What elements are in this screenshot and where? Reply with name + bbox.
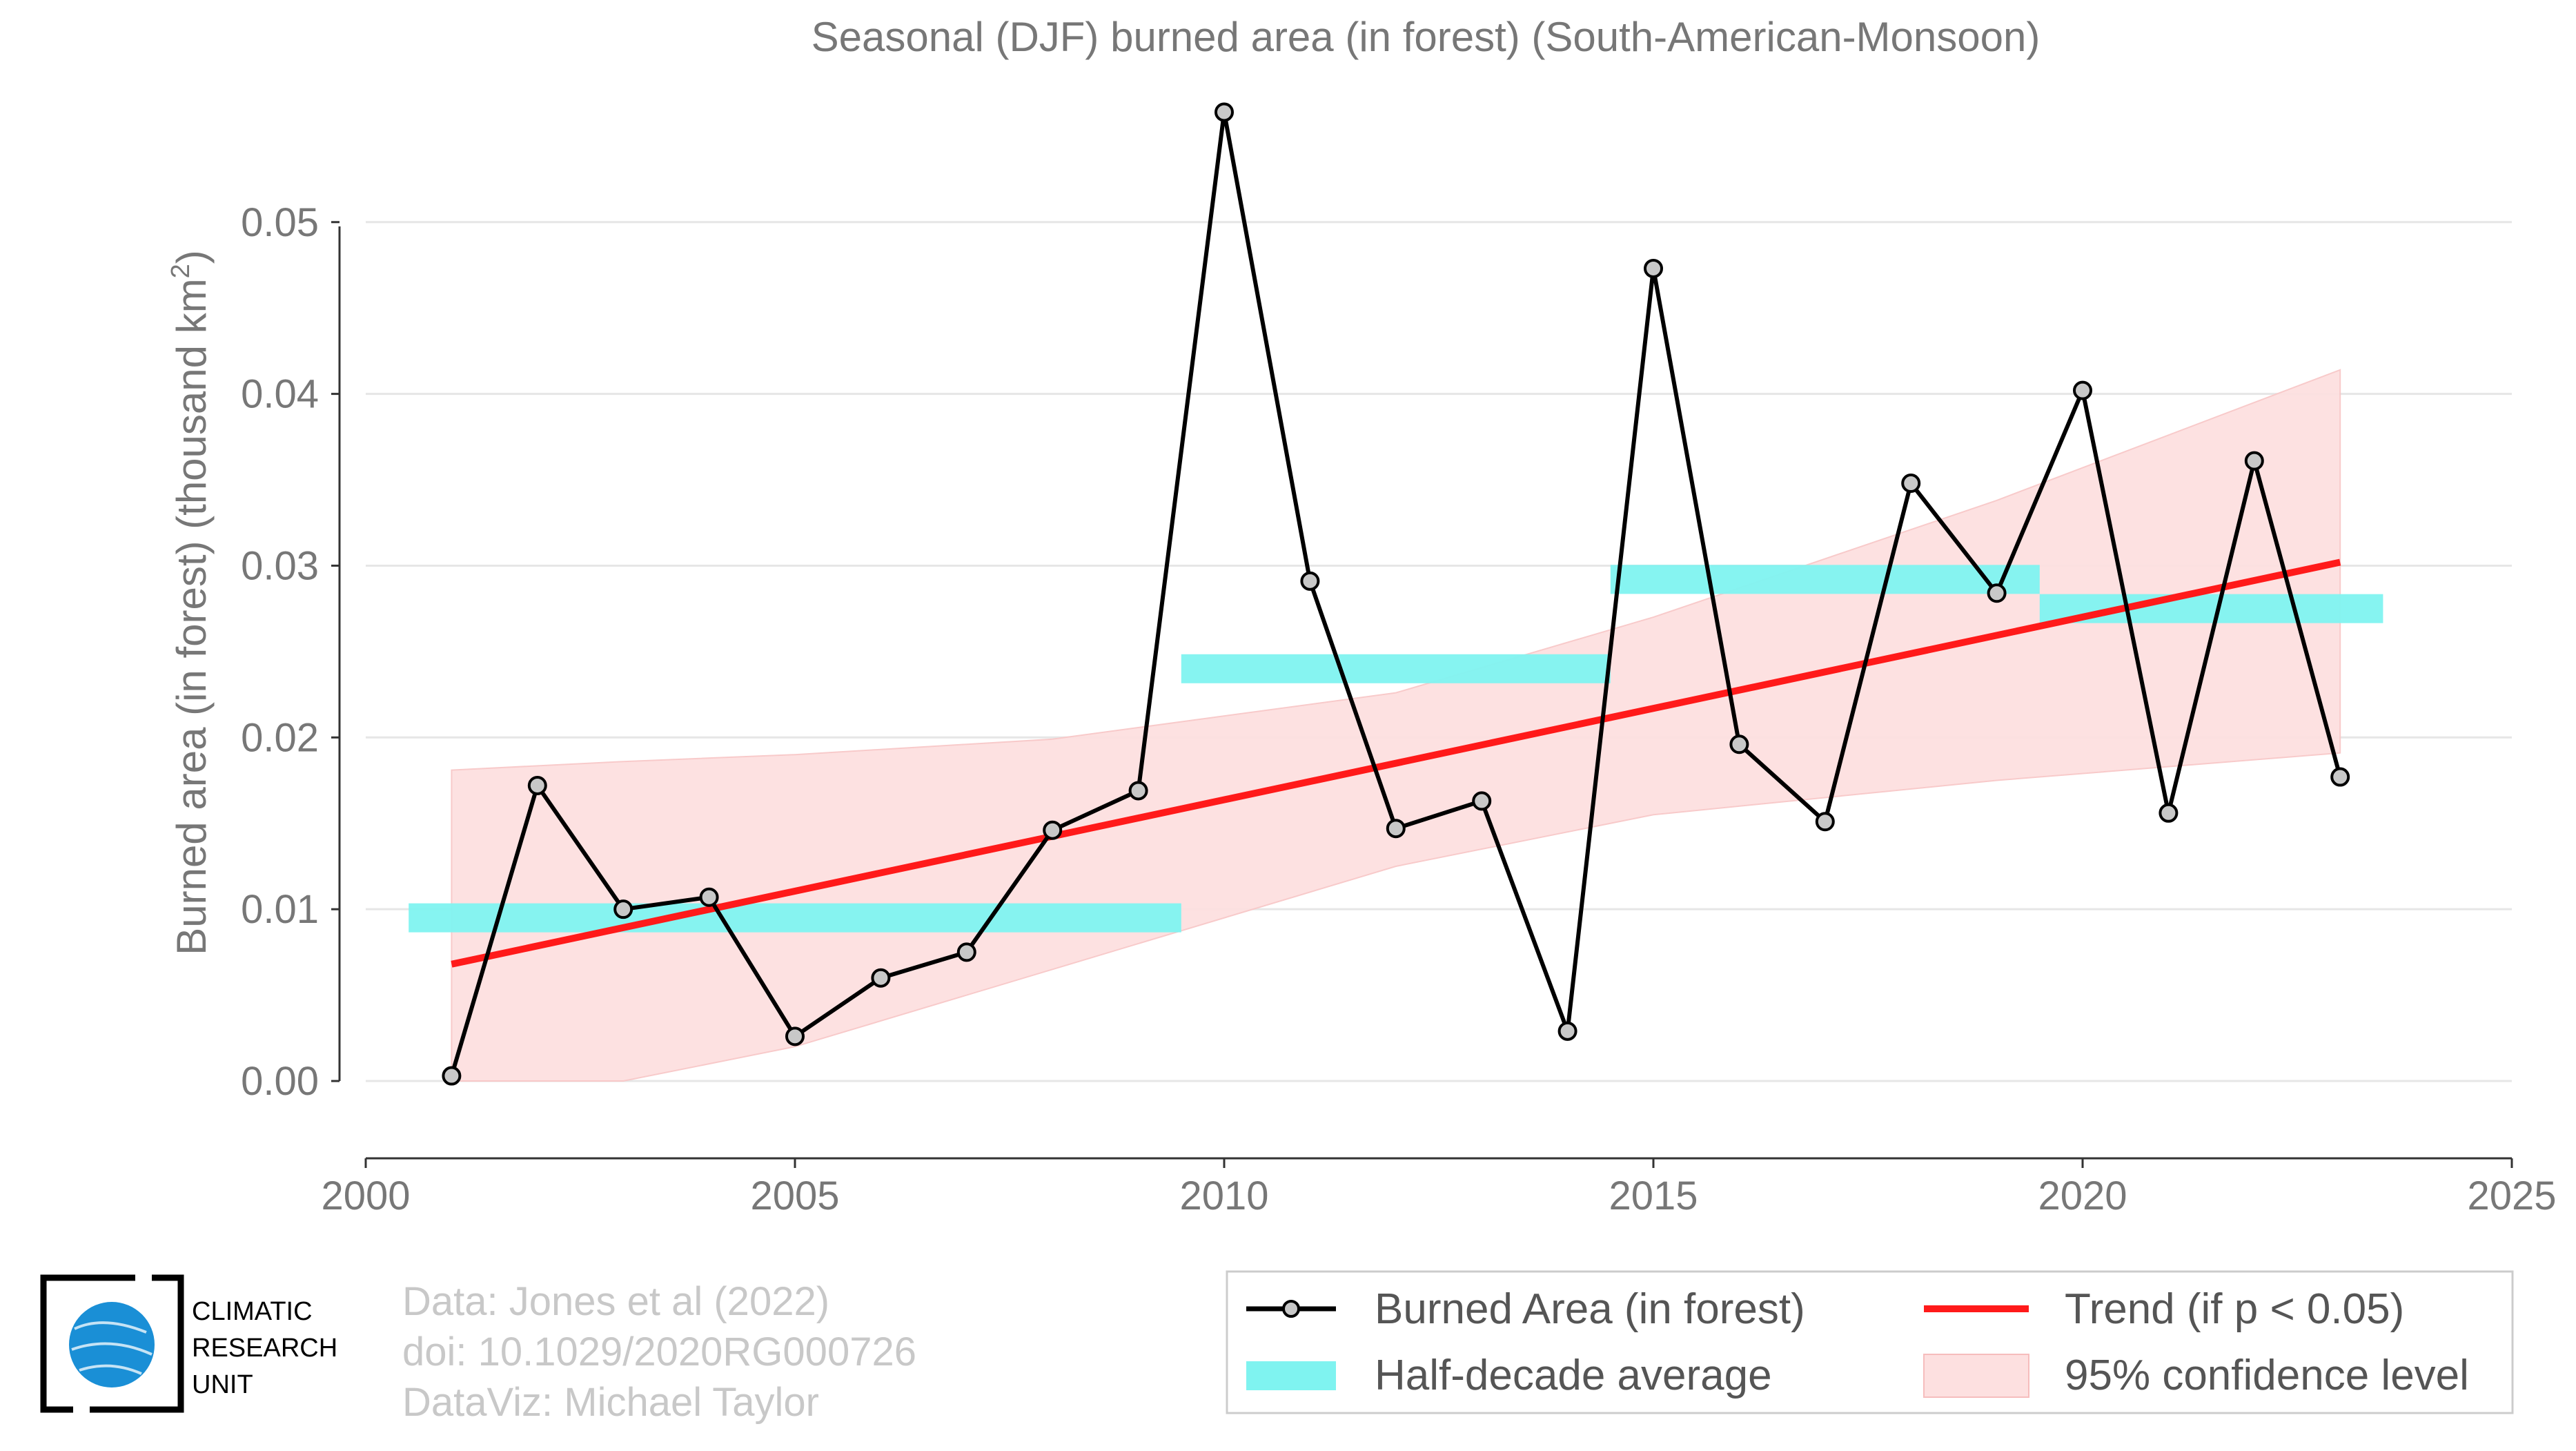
x-tick-label: 2000 <box>321 1174 410 1218</box>
x-tick-label: 2025 <box>2467 1174 2556 1218</box>
half-decade-bars <box>409 565 2383 933</box>
legend-label-burned-area: Burned Area (in forest) <box>1375 1285 1805 1333</box>
logo-bracket-left <box>40 1274 135 1413</box>
half-decade-bar <box>409 903 1181 933</box>
data-point <box>871 968 891 988</box>
credit-doi: doi: 10.1029/2020RG000726 <box>402 1330 916 1374</box>
data-point <box>2330 767 2350 787</box>
data-point <box>2244 451 2264 471</box>
x-tick-label: 2005 <box>750 1174 839 1218</box>
y-ticks: 0.00 0.01 0.02 0.03 0.04 0.05 <box>241 200 340 1104</box>
data-point <box>699 887 719 907</box>
half-decade-bar <box>1181 654 1611 683</box>
y-axis-label-main: Burned area (in forest) (thousand km <box>168 278 215 955</box>
credit-data: Data: Jones et al (2022) <box>402 1279 829 1324</box>
y-tick-label: 0.00 <box>241 1059 319 1104</box>
legend-swatch-half-decade <box>1246 1361 1336 1390</box>
chart-title: Seasonal (DJF) burned area (in forest) (… <box>812 14 2041 60</box>
half-decade-bar <box>2039 594 2383 623</box>
y-axis-label-end: ) <box>168 250 215 264</box>
globe-swirl <box>71 1321 153 1375</box>
logo-bracket-right <box>90 1274 184 1413</box>
y-tick-label: 0.01 <box>241 887 319 932</box>
legend-label-trend: Trend (if p < 0.05) <box>2065 1285 2404 1333</box>
cru-logo: CLIMATIC RESEARCH UNIT <box>40 1274 337 1413</box>
legend-swatch-confidence <box>1923 1354 2029 1398</box>
credit-dataviz: DataViz: Michael Taylor <box>402 1380 819 1425</box>
y-tick-label: 0.02 <box>241 715 319 760</box>
data-point <box>1557 1021 1577 1041</box>
data-point <box>1128 781 1148 801</box>
x-tick-label: 2015 <box>1609 1174 1698 1218</box>
data-point <box>1729 734 1749 754</box>
data-point <box>527 775 547 795</box>
data-point <box>1644 258 1663 278</box>
legend-label-confidence: 95% confidence level <box>2065 1352 2469 1399</box>
data-point <box>2073 380 2092 400</box>
legend-frame <box>1226 1270 2514 1414</box>
data-point <box>1815 812 1835 832</box>
logo-text-line2: RESEARCH <box>192 1334 337 1363</box>
data-point <box>1987 583 2007 603</box>
y-axis-label-sup: 2 <box>166 264 195 278</box>
y-tick-label: 0.04 <box>241 372 319 417</box>
data-point <box>613 899 633 919</box>
y-tick-label: 0.05 <box>241 200 319 245</box>
legend-label-half-decade: Half-decade average <box>1375 1352 1772 1399</box>
data-point <box>956 942 976 962</box>
data-point <box>1901 474 1921 494</box>
y-tick-label: 0.03 <box>241 543 319 588</box>
burned-area-series <box>442 102 2350 1086</box>
credits: Data: Jones et al (2022) doi: 10.1029/20… <box>402 1279 916 1425</box>
trend-line <box>451 558 2341 968</box>
x-ticks: 2000 2005 2010 2015 2020 2025 <box>321 1158 2557 1218</box>
confidence-band <box>451 369 2341 1082</box>
x-tick-label: 2020 <box>2038 1174 2127 1218</box>
y-axis-label: Burned area (in forest) (thousand km2) <box>166 250 215 955</box>
data-point <box>1043 820 1063 840</box>
confidence-band-area <box>451 369 2341 1082</box>
trend-line-group <box>451 558 2341 968</box>
half-decade-bar <box>1610 565 2040 594</box>
axes <box>338 226 2512 1160</box>
data-point <box>1215 102 1234 122</box>
data-point <box>1386 819 1406 839</box>
x-tick-label: 2010 <box>1179 1174 1268 1218</box>
legend-marker-burned-area <box>1282 1300 1300 1318</box>
legend: Burned Area (in forest) Trend (if p < 0.… <box>1226 1270 2514 1414</box>
data-point <box>785 1026 805 1046</box>
data-point <box>442 1066 462 1086</box>
data-point <box>2159 803 2179 823</box>
data-point <box>1472 791 1492 811</box>
logo-text-line1: CLIMATIC <box>192 1297 313 1326</box>
logo-text-line3: UNIT <box>192 1370 253 1399</box>
data-point <box>1300 571 1320 591</box>
